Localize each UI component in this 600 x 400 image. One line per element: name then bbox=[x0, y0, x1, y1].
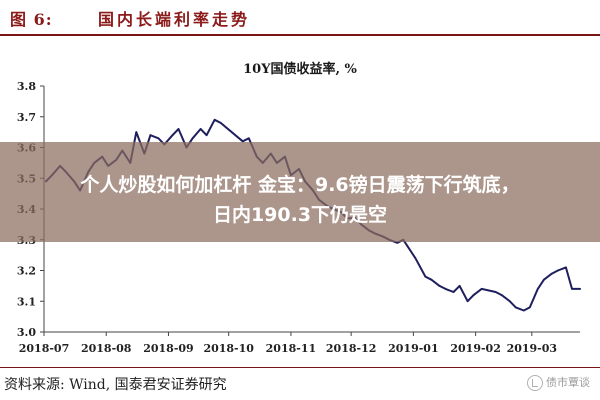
footer-divider bbox=[0, 367, 600, 368]
x-tick-label: 2018-07 bbox=[19, 342, 70, 355]
figure-label: 图 6: bbox=[10, 10, 53, 29]
x-tick-label: 2019-03 bbox=[507, 342, 558, 355]
data-source: 资料来源: Wind, 国泰君安证券研究 bbox=[4, 377, 227, 393]
data-point bbox=[191, 137, 194, 140]
overlay-headline-line-1[interactable]: 个人炒股如何加杠杆 金宝：9.6镑日震荡下行筑底， bbox=[80, 174, 520, 196]
data-point bbox=[466, 300, 469, 303]
x-tick-label: 2018-08 bbox=[81, 342, 132, 355]
x-tick-label: 2018-09 bbox=[143, 342, 194, 355]
data-point bbox=[444, 288, 447, 290]
data-point bbox=[135, 131, 138, 134]
data-point bbox=[536, 288, 539, 290]
data-point bbox=[430, 278, 433, 281]
x-tick-label: 2019-02 bbox=[450, 342, 501, 355]
data-point bbox=[551, 272, 553, 275]
data-point bbox=[500, 294, 503, 296]
y-tick-label: 3.0 bbox=[17, 326, 36, 339]
data-point bbox=[508, 300, 511, 303]
data-point bbox=[557, 269, 559, 272]
data-point bbox=[543, 278, 545, 281]
data-point bbox=[528, 306, 531, 309]
data-point bbox=[452, 291, 455, 293]
y-tick-label: 3.8 bbox=[17, 80, 36, 93]
y-tick-label: 3.1 bbox=[17, 295, 36, 308]
y-tick-label: 3.7 bbox=[17, 111, 36, 124]
watermark-label: 债市覃谈 bbox=[546, 376, 590, 389]
data-point bbox=[571, 288, 573, 290]
data-point bbox=[438, 285, 441, 287]
data-point bbox=[514, 306, 517, 309]
data-point bbox=[157, 137, 160, 140]
data-point bbox=[414, 257, 417, 260]
data-point bbox=[213, 118, 216, 121]
data-point bbox=[241, 140, 244, 143]
y-tick-label: 3.2 bbox=[17, 265, 36, 278]
data-point bbox=[396, 241, 399, 244]
data-point bbox=[149, 134, 152, 137]
figure-title: 国内长端利率走势 bbox=[98, 10, 251, 29]
chart-title: 10Y国债收益率, % bbox=[243, 62, 357, 77]
data-point bbox=[205, 134, 208, 137]
data-point bbox=[247, 137, 250, 140]
data-point bbox=[494, 291, 497, 293]
headline-overlay[interactable]: 个人炒股如何加杠杆 金宝：9.6镑日震荡下行筑底， 日内190.3下仍是空 bbox=[0, 142, 600, 242]
data-point bbox=[177, 128, 180, 130]
x-tick-label: 2018-10 bbox=[203, 342, 254, 355]
wechat-icon bbox=[527, 375, 543, 391]
x-tick-label: 2018-12 bbox=[326, 342, 377, 355]
data-point bbox=[424, 275, 427, 278]
data-point bbox=[579, 288, 581, 290]
data-point bbox=[565, 266, 567, 269]
figure-header: 图 6: 国内长端利率走势 bbox=[0, 0, 600, 36]
data-point bbox=[522, 309, 525, 312]
data-point bbox=[199, 128, 202, 130]
data-point bbox=[458, 285, 461, 287]
x-tick-label: 2018-11 bbox=[266, 342, 317, 355]
data-point bbox=[219, 122, 222, 124]
overlay-headline-line-2[interactable]: 日内190.3下仍是空 bbox=[212, 204, 388, 226]
watermark: 债市覃谈 bbox=[527, 374, 590, 391]
data-point bbox=[480, 288, 483, 290]
data-point bbox=[171, 134, 174, 137]
data-point bbox=[472, 294, 475, 296]
x-tick-label: 2019-01 bbox=[388, 342, 439, 355]
